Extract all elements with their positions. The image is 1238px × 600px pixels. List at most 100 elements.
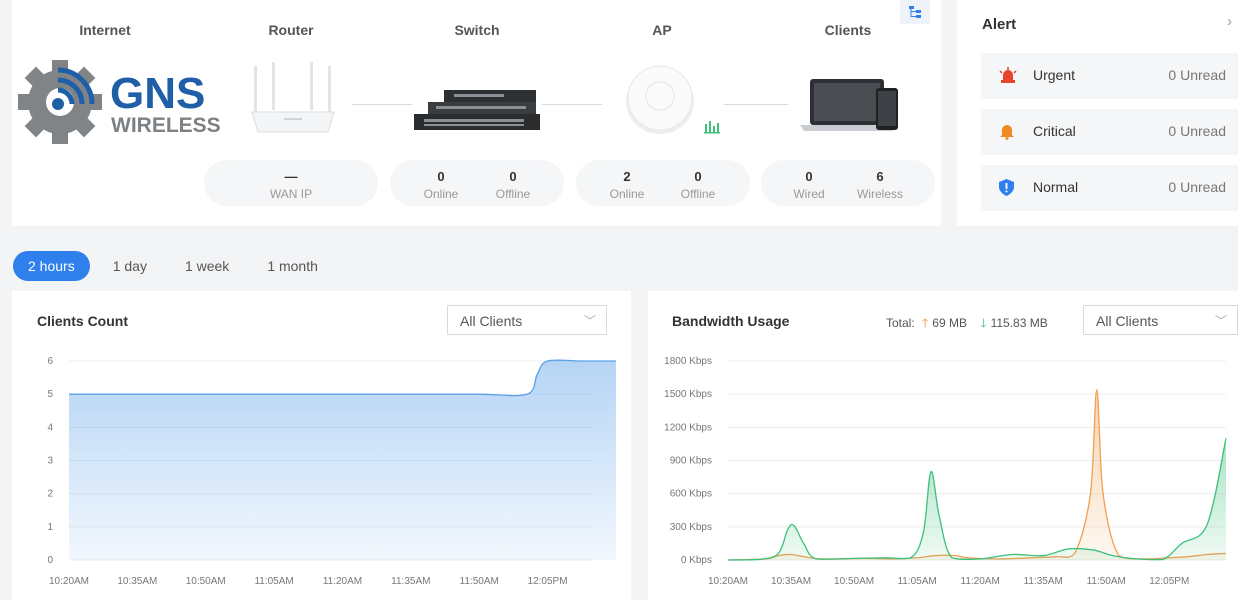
ap-online-count: 2: [623, 169, 631, 184]
switch-offline-label: Offline: [495, 187, 531, 201]
clients-devices-icon[interactable]: [800, 76, 904, 139]
ap-offline-count: 0: [694, 169, 702, 184]
link-switch-ap: [542, 104, 602, 105]
x-tick-label: 12:05PM: [1149, 576, 1189, 587]
x-tick-label: 11:20AM: [323, 576, 362, 587]
clients-wired-label: Wired: [793, 187, 825, 201]
y-tick-label: 300 Kbps: [670, 522, 712, 533]
clients-filter-select[interactable]: All Clients ﹀: [447, 305, 607, 335]
alert-urgent-count: 0 Unread: [1168, 67, 1226, 83]
link-ap-clients: [724, 104, 788, 105]
tab-1-week[interactable]: 1 week: [184, 258, 230, 274]
switch-icon[interactable]: [414, 88, 540, 139]
header-router: Router: [268, 22, 314, 38]
switch-online-label: Online: [423, 187, 459, 201]
logo-line1: GNS: [110, 69, 205, 118]
x-tick-label: 10:20AM: [708, 576, 748, 587]
header-internet: Internet: [79, 22, 131, 38]
alert-row-normal[interactable]: Normal 0 Unread: [981, 165, 1238, 211]
bandwidth-download-value: 115.83 MB: [990, 316, 1048, 330]
alert-normal-count: 0 Unread: [1168, 179, 1226, 195]
access-point-icon[interactable]: [624, 62, 698, 141]
x-tick-label: 11:50AM: [460, 576, 499, 587]
chevron-down-icon: ﹀: [1214, 314, 1227, 328]
alert-row-critical[interactable]: Critical 0 Unread: [981, 109, 1238, 155]
bandwidth-usage-title: Bandwidth Usage: [672, 313, 790, 329]
x-tick-label: 10:50AM: [834, 576, 874, 587]
y-tick-label: 6: [47, 356, 53, 367]
tab-1-month[interactable]: 1 month: [267, 258, 318, 274]
header-ap: AP: [652, 22, 672, 38]
chevron-down-icon: ﹀: [583, 314, 596, 328]
ap-status-pill: 2 Online 0 Offline: [576, 160, 750, 206]
time-range-tabs: 2 hours 1 day 1 week 1 month: [13, 251, 341, 281]
clients-line: [69, 359, 616, 397]
upload-area: [728, 389, 1226, 560]
alert-row-urgent[interactable]: Urgent 0 Unread: [981, 53, 1238, 99]
alert-urgent-label: Urgent: [1033, 67, 1076, 83]
topology-view-icon[interactable]: [900, 0, 930, 24]
download-line: [727, 438, 1227, 561]
clients-wireless-label: Wireless: [856, 187, 903, 201]
siren-icon: [999, 67, 1017, 88]
y-tick-label: 4: [47, 422, 53, 433]
x-tick-label: 10:20AM: [49, 576, 89, 587]
bell-icon: [999, 123, 1015, 145]
wan-ip-label: WAN IP: [269, 187, 313, 201]
bandwidth-usage-chart: 0 Kbps 300 Kbps 600 Kbps 900 Kbps 1200 Kbps 1…: [664, 356, 1227, 587]
alert-critical-count: 0 Unread: [1168, 123, 1226, 139]
logo-line2: WIRELESS: [111, 114, 221, 137]
y-tick-label: 1: [47, 522, 53, 533]
alert-title: Alert: [982, 16, 1017, 33]
clients-count-card: Clients Count All Clients ﹀ 0 1 2 3 4 5 6 10:20…: [12, 291, 631, 600]
ap-online-label: Online: [609, 187, 645, 201]
clients-wireless-count: 6: [876, 169, 884, 184]
x-tick-label: 10:50AM: [186, 576, 226, 587]
clients-status-pill: 0 Wired 6 Wireless: [761, 160, 935, 206]
alert-normal-label: Normal: [1033, 179, 1079, 195]
bandwidth-total: Total: 🡑 69 MB 🡓 115.83 MB: [886, 314, 1052, 335]
switch-offline-count: 0: [509, 169, 517, 184]
upload-line: [727, 389, 1227, 561]
y-tick-label: 1200 Kbps: [664, 422, 712, 433]
y-tick-label: 0: [47, 555, 53, 566]
router-icon[interactable]: [248, 62, 338, 141]
alert-critical-label: Critical: [1033, 123, 1076, 139]
bandwidth-usage-card: Bandwidth Usage Total: 🡑 69 MB 🡓 115.83 MB…: [648, 291, 1238, 600]
y-tick-label: 5: [47, 389, 53, 400]
bandwidth-filter-value: All Clients: [1096, 313, 1159, 329]
alert-card: Alert › Urgent 0 Unread Critical 0 Unrea…: [957, 0, 1238, 226]
x-tick-label: 11:50AM: [1087, 576, 1126, 587]
tab-1-day[interactable]: 1 day: [112, 258, 147, 274]
download-arrow-icon: 🡓: [980, 316, 987, 330]
router-status-pill: — WAN IP: [204, 160, 378, 206]
x-tick-label: 12:05PM: [528, 576, 568, 587]
switch-online-count: 0: [437, 169, 445, 184]
gns-wireless-logo: GNS WIRELESS: [16, 56, 226, 146]
clients-filter-value: All Clients: [460, 313, 523, 329]
y-tick-label: 1800 Kbps: [664, 356, 712, 367]
bandwidth-filter-select[interactable]: All Clients ﹀: [1083, 305, 1238, 335]
y-tick-label: 1500 Kbps: [664, 389, 712, 400]
x-tick-label: 10:35AM: [117, 576, 157, 587]
switch-status-pill: 0 Online 0 Offline: [390, 160, 564, 206]
y-tick-label: 600 Kbps: [670, 489, 712, 500]
clients-area: [69, 360, 616, 560]
link-router-switch: [352, 104, 412, 105]
y-tick-label: 0 Kbps: [681, 555, 712, 566]
wan-ip-value: —: [284, 169, 298, 184]
y-tick-label: 900 Kbps: [670, 456, 712, 467]
x-tick-label: 11:05AM: [254, 576, 293, 587]
y-tick-label: 3: [47, 456, 53, 467]
topology-card: Internet Router Switch AP Clients: [12, 0, 941, 226]
header-clients: Clients: [824, 22, 872, 38]
header-switch: Switch: [454, 22, 500, 38]
ap-stats-icon[interactable]: [704, 118, 720, 139]
tab-2-hours[interactable]: 2 hours: [13, 251, 90, 281]
alert-more-chevron-icon[interactable]: ›: [1227, 13, 1232, 30]
x-tick-label: 11:35AM: [391, 576, 430, 587]
shield-icon: [999, 179, 1014, 201]
upload-arrow-icon: 🡑: [922, 316, 929, 330]
clients-wired-count: 0: [805, 169, 813, 184]
y-tick-label: 2: [47, 489, 53, 500]
